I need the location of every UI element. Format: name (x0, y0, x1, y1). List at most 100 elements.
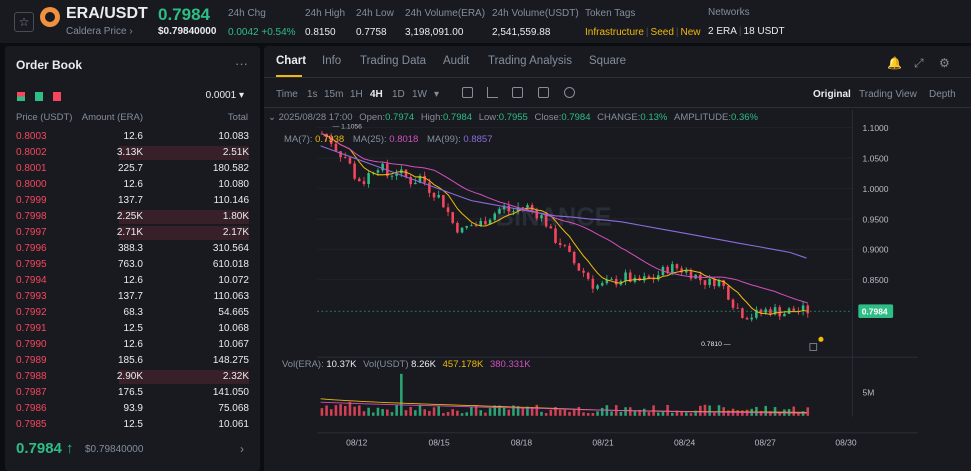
volume-bar (460, 413, 464, 416)
ask-row[interactable]: 0.8001 225.7 180.582 (5, 161, 260, 177)
volume-bar (610, 411, 613, 416)
candle-body (671, 264, 674, 273)
candle-body (521, 207, 525, 209)
favorite-star-icon[interactable]: ☆ (14, 12, 34, 32)
ask-row[interactable]: 0.7986 93.9 75.068 (5, 401, 260, 417)
ask-amount: 12.6 (123, 179, 143, 190)
view-both-icon[interactable] (17, 92, 25, 101)
candle-body (572, 251, 576, 264)
ask-row[interactable]: 0.7987 176.5 141.050 (5, 385, 260, 401)
ask-row[interactable]: 0.7995 763.0 610.018 (5, 257, 260, 273)
ask-row[interactable]: 0.7998 2.25K 1.80K (5, 209, 260, 225)
volume-bar (591, 412, 595, 416)
last-price-usd: $0.79840000 (158, 26, 217, 37)
candle-body (353, 163, 356, 179)
chevron-right-icon[interactable]: › (240, 442, 244, 456)
interval-1s[interactable]: 1s (307, 89, 318, 100)
ask-total: 10.068 (218, 323, 249, 334)
candle-body (713, 278, 716, 287)
tab-audit[interactable]: Audit (443, 55, 470, 67)
ask-row[interactable]: 0.7990 12.6 10.067 (5, 337, 260, 353)
candle-body (367, 173, 370, 184)
layout-icon[interactable] (538, 87, 549, 98)
tab-info[interactable]: Info (322, 55, 342, 67)
network-era[interactable]: 2 ERA (708, 26, 737, 37)
pair-name[interactable]: ERA/USDT (66, 5, 148, 22)
candle-body (703, 280, 707, 285)
candle-type-icon[interactable] (512, 87, 523, 98)
tab-chart[interactable]: Chart (276, 55, 307, 67)
precision-select[interactable]: 0.0001 ▾ (205, 90, 244, 101)
settings-icon[interactable]: ⚙ (939, 56, 950, 70)
ask-amount: 12.6 (123, 275, 143, 286)
ask-row[interactable]: 0.7988 2.90K 2.32K (5, 369, 260, 385)
ask-row[interactable]: 0.7992 68.3 54.665 (5, 305, 260, 321)
volume-bar (526, 406, 529, 416)
tag-seed[interactable]: Seed (650, 27, 674, 38)
ask-total: 110.146 (213, 195, 249, 206)
candle-body (736, 307, 739, 309)
current-price-badge (858, 304, 894, 318)
ask-row[interactable]: 0.8003 12.6 10.083 (5, 129, 260, 145)
expand-icon[interactable]: ⤢ (914, 56, 924, 70)
volume-bar (423, 409, 426, 416)
tag-new[interactable]: New (680, 27, 701, 38)
view-trading-view[interactable]: Trading View (859, 89, 917, 100)
ask-row[interactable]: 0.7999 137.7 110.146 (5, 193, 260, 209)
interval-1w[interactable]: 1W (412, 89, 427, 100)
ask-amount: 137.7 (117, 195, 143, 206)
network-usdt[interactable]: 18 USDT (743, 26, 785, 37)
more-options-icon[interactable]: ··· (235, 56, 248, 71)
calendar-icon[interactable] (462, 87, 473, 98)
volume-bar (764, 405, 767, 416)
tab-square[interactable]: Square (589, 55, 627, 67)
candle-body (568, 245, 571, 252)
interval-more-icon[interactable]: ▾ (434, 89, 440, 100)
ask-price: 0.7991 (16, 323, 47, 334)
volume-bar (386, 409, 389, 416)
stat-24h-volume-usdt: 24h Volume(USDT) 2,541,559.88 (492, 8, 579, 38)
ask-row[interactable]: 0.7985 12.5 10.061 (5, 417, 260, 433)
interval-1h[interactable]: 1H (350, 89, 363, 100)
interval-1d[interactable]: 1D (392, 89, 405, 100)
tab-trading-data[interactable]: Trading Data (360, 55, 427, 67)
y-tick-label: 0.9500 (863, 214, 889, 224)
view-asks-icon[interactable] (53, 92, 61, 101)
volume-bar (596, 411, 599, 416)
price-chart[interactable]: 1.10001.05001.00000.95000.90000.8500BINA… (264, 110, 971, 471)
ask-row[interactable]: 0.7989 185.6 148.275 (5, 353, 260, 369)
ask-price: 0.7993 (16, 291, 47, 302)
interval-15m[interactable]: 15m (324, 89, 344, 100)
ask-row[interactable]: 0.7993 137.7 110.063 (5, 289, 260, 305)
candle-body (460, 227, 464, 233)
ask-row[interactable]: 0.8000 12.6 10.080 (5, 177, 260, 193)
more-tools-icon[interactable] (564, 87, 575, 98)
ask-row[interactable]: 0.7997 2.71K 2.17K (5, 225, 260, 241)
volume-bar (619, 411, 623, 416)
view-bids-icon[interactable] (35, 92, 43, 101)
x-tick-label: 08/12 (346, 438, 368, 448)
ask-row[interactable]: 0.7991 12.5 10.068 (5, 321, 260, 337)
volume-bar (582, 412, 585, 416)
volume-bar (717, 405, 721, 416)
view-depth[interactable]: Depth (929, 89, 956, 100)
volume-bar (381, 409, 384, 416)
alert-bell-icon[interactable]: 🔔 (887, 56, 902, 70)
indicator-icon[interactable] (487, 87, 498, 98)
tab-trading-analysis[interactable]: Trading Analysis (488, 55, 572, 67)
ask-row[interactable]: 0.7994 12.6 10.072 (5, 273, 260, 289)
coin-subtitle[interactable]: Caldera Price › (66, 26, 133, 37)
view-original[interactable]: Original (813, 89, 851, 100)
candle-body (409, 176, 412, 185)
interval-4h[interactable]: 4H (370, 89, 383, 100)
ask-price: 0.7992 (16, 307, 47, 318)
volume-bar (400, 373, 403, 416)
ask-row[interactable]: 0.8002 3.13K 2.51K (5, 145, 260, 161)
volume-bar (414, 410, 417, 416)
ask-row[interactable]: 0.7996 388.3 310.564 (5, 241, 260, 257)
volume-bar (642, 408, 646, 416)
candle-body (456, 222, 459, 233)
candle-body (488, 219, 492, 225)
tag-infrastructure[interactable]: Infrastructure (585, 27, 644, 38)
